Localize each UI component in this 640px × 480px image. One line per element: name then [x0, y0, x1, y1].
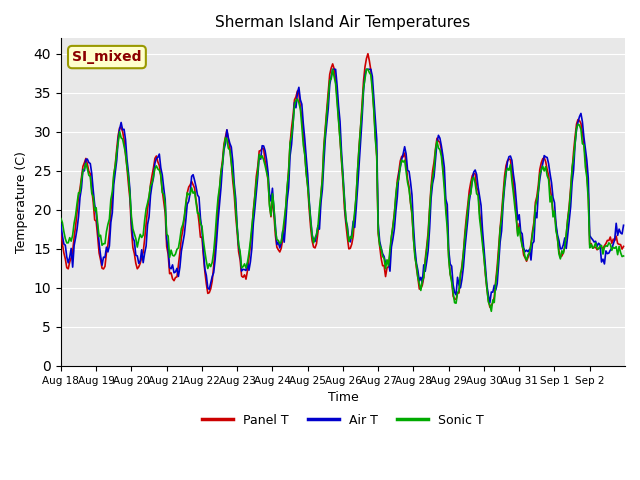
Title: Sherman Island Air Temperatures: Sherman Island Air Temperatures	[215, 15, 470, 30]
X-axis label: Time: Time	[328, 391, 358, 404]
Y-axis label: Temperature (C): Temperature (C)	[15, 151, 28, 253]
Text: SI_mixed: SI_mixed	[72, 50, 141, 64]
Legend: Panel T, Air T, Sonic T: Panel T, Air T, Sonic T	[197, 409, 489, 432]
